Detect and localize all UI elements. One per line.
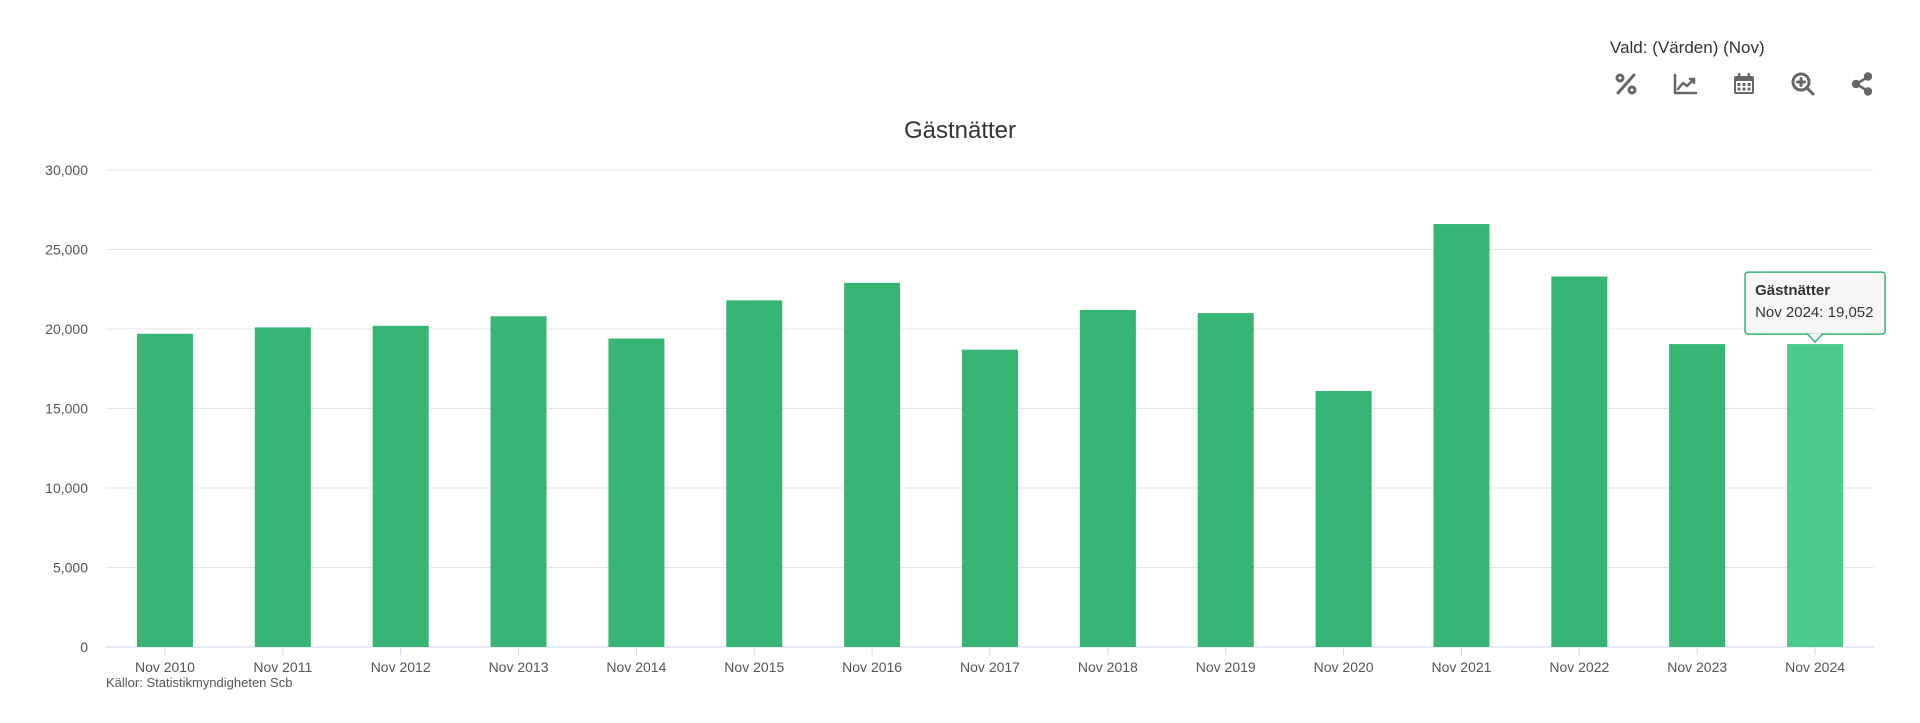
y-axis: 0 5,000 10,000 15,000 20,000 25,000 30,000 [45, 162, 88, 655]
x-tick-label: Nov 2017 [960, 659, 1020, 675]
x-tick-label: Nov 2021 [1431, 659, 1491, 675]
y-tick-label: 20,000 [45, 321, 88, 337]
bar[interactable] [490, 316, 547, 647]
bar[interactable] [1079, 309, 1136, 647]
x-tick-label: Nov 2011 [253, 659, 312, 675]
x-axis: Nov 2010 Nov 2011 Nov 2012 Nov 2013 Nov 2014… [135, 647, 1845, 675]
percent-icon[interactable] [1610, 68, 1642, 100]
bar[interactable] [844, 282, 901, 647]
trend-line-icon[interactable] [1669, 68, 1701, 100]
bar[interactable] [254, 327, 311, 647]
bar[interactable] [962, 349, 1018, 647]
zoom-in-icon[interactable] [1787, 68, 1819, 100]
calendar-icon[interactable] [1728, 68, 1760, 100]
bar[interactable] [1551, 276, 1608, 647]
chart-title: Gästnätter [904, 117, 1016, 144]
tooltip: Gästnätter Nov 2024: 19,052 [1744, 271, 1886, 344]
bar[interactable] [1433, 224, 1490, 647]
chart-toolbar [1600, 68, 1900, 100]
x-tick-label: Nov 2013 [489, 659, 549, 675]
y-tick-label: 30,000 [45, 162, 88, 178]
x-tick-label: Nov 2012 [371, 659, 431, 675]
bar[interactable] [1197, 313, 1254, 647]
bar[interactable] [1787, 344, 1844, 647]
x-tick-label: Nov 2016 [842, 659, 902, 675]
x-tick-label: Nov 2024 [1785, 659, 1845, 675]
y-tick-label: 5,000 [53, 560, 88, 576]
bar[interactable] [1669, 344, 1726, 647]
x-tick-label: Nov 2022 [1549, 659, 1609, 675]
x-tick-label: Nov 2019 [1196, 659, 1256, 675]
x-tick-label: Nov 2023 [1667, 659, 1727, 675]
share-icon[interactable] [1846, 68, 1878, 100]
y-tick-label: 0 [80, 639, 88, 655]
selection-label: Vald: (Värden) (Nov) [1610, 38, 1765, 57]
y-tick-label: 15,000 [45, 401, 88, 417]
bar[interactable] [726, 300, 783, 647]
x-tick-label: Nov 2015 [724, 659, 784, 675]
x-tick-label: Nov 2018 [1078, 659, 1138, 675]
y-tick-label: 10,000 [45, 480, 88, 496]
tooltip-text: Nov 2024: 19,052 [1755, 304, 1873, 321]
source-note: Källor: Statistikmyndigheten Scb [106, 675, 292, 690]
bar[interactable] [136, 333, 193, 647]
bar[interactable] [608, 338, 665, 647]
bar[interactable] [372, 325, 429, 647]
x-tick-label: Nov 2020 [1314, 659, 1374, 675]
x-tick-label: Nov 2014 [606, 659, 666, 675]
tooltip-title: Gästnätter [1755, 282, 1830, 299]
y-tick-label: 25,000 [45, 242, 88, 258]
bar[interactable] [1315, 391, 1372, 647]
x-tick-label: Nov 2010 [135, 659, 195, 675]
bar-series [136, 224, 1844, 647]
